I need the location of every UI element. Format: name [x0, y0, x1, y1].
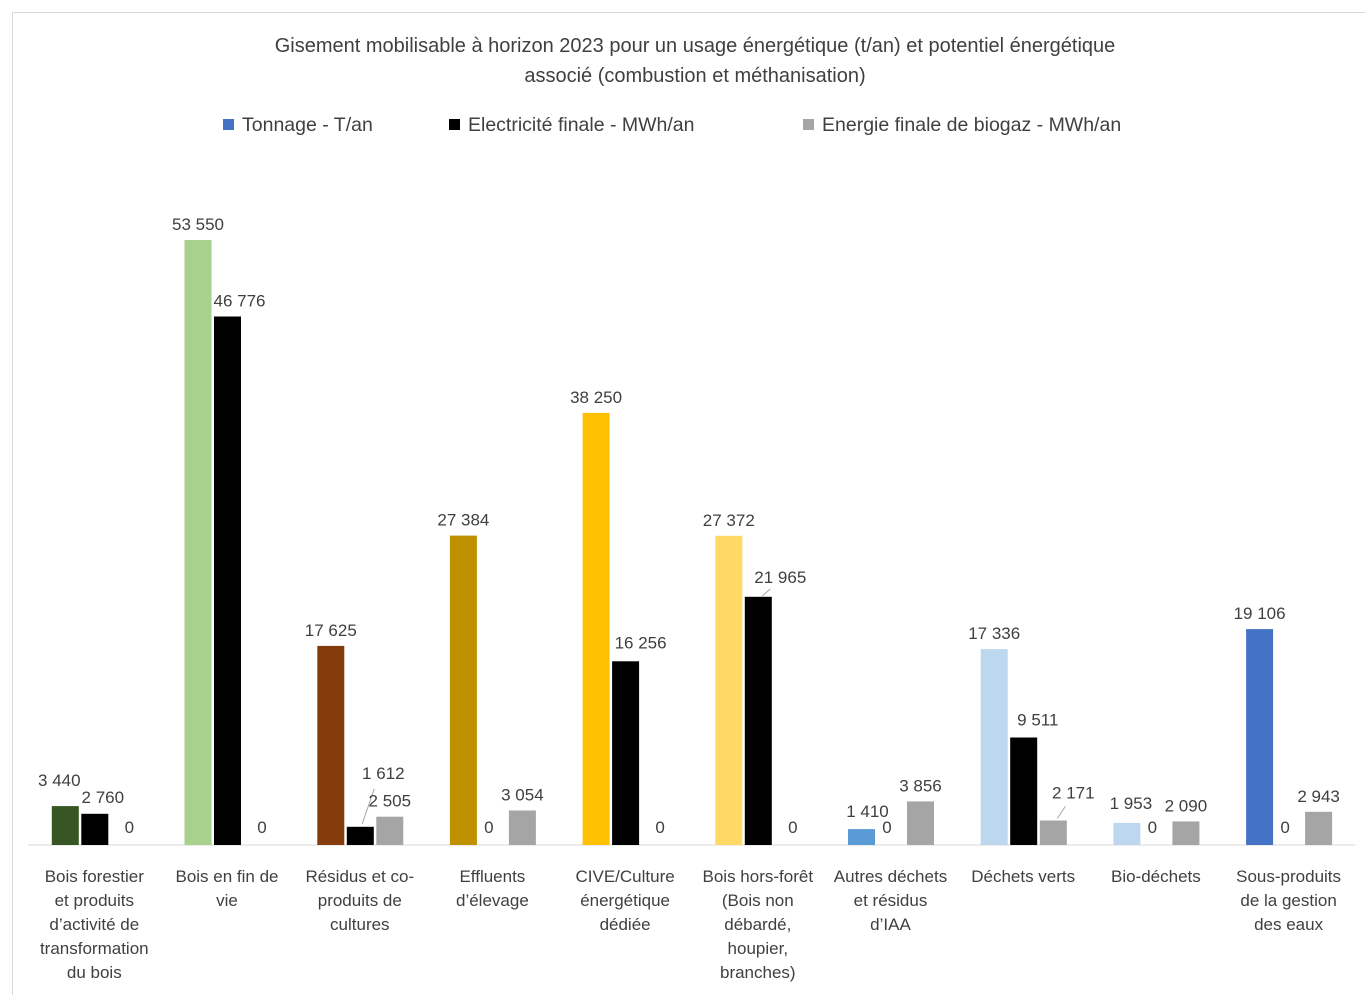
- bar-biogaz: [907, 801, 934, 845]
- legend-label-electricite: Electricité finale - MWh/an: [468, 114, 695, 136]
- data-label-tonnage: 53 550: [172, 215, 224, 234]
- bar-tonnage: [51, 806, 79, 845]
- data-label-electricite: 0: [1148, 818, 1157, 837]
- category-label: Bois hors-forêt: [703, 867, 814, 886]
- data-label-biogaz: 2 090: [1165, 796, 1208, 815]
- category-label: dédiée: [600, 915, 651, 934]
- data-label-biogaz: 3 054: [501, 786, 544, 805]
- data-label-electricite: 1 612: [362, 764, 405, 783]
- category-label: Sous-produits: [1236, 867, 1341, 886]
- data-label-biogaz: 3 856: [899, 776, 942, 795]
- data-label-tonnage: 17 625: [305, 621, 357, 640]
- bar-tonnage: [980, 649, 1008, 845]
- category-label: Effluents: [459, 867, 525, 886]
- data-label-electricite: 0: [882, 818, 891, 837]
- category-label: CIVE/Culture: [575, 867, 674, 886]
- category-label: Déchets verts: [971, 867, 1075, 886]
- data-label-biogaz: 2 943: [1297, 787, 1340, 806]
- bar-biogaz: [376, 816, 404, 845]
- legend-swatch-electricite: [449, 119, 460, 130]
- bar-tonnage: [317, 645, 345, 845]
- category-label: des eaux: [1254, 915, 1323, 934]
- data-label-tonnage: 1 410: [846, 802, 889, 821]
- bar-electricite: [1010, 737, 1038, 845]
- data-label-leader: [361, 788, 375, 824]
- data-label-electricite: 16 256: [615, 633, 667, 652]
- data-label-electricite: 0: [484, 818, 493, 837]
- category-label: branches): [720, 963, 796, 982]
- legend-label-biogaz: Energie finale de biogaz - MWh/an: [822, 114, 1121, 136]
- data-label-biogaz: 0: [788, 818, 797, 837]
- category-label: de la gestion: [1240, 891, 1336, 910]
- bar-tonnage: [1113, 822, 1141, 845]
- data-label-biogaz: 2 505: [369, 792, 412, 811]
- data-label-tonnage: 3 440: [38, 771, 81, 790]
- data-label-tonnage: 1 953: [1110, 794, 1153, 813]
- data-label-electricite: 9 511: [1017, 711, 1058, 730]
- category-label: du bois: [67, 963, 122, 982]
- data-label-biogaz: 0: [655, 818, 664, 837]
- category-label: et résidus: [854, 891, 928, 910]
- data-label-leader: [762, 588, 771, 597]
- chart-title-line-1: Gisement mobilisable à horizon 2023 pour…: [275, 35, 1116, 57]
- category-label: et produits: [55, 891, 134, 910]
- bar-electricite: [346, 826, 374, 845]
- legend: Tonnage - T/an Electricité finale - MWh/…: [223, 114, 1121, 136]
- data-label-tonnage: 19 106: [1234, 604, 1286, 623]
- chart-frame: [12, 12, 1365, 995]
- data-label-tonnage: 17 336: [968, 624, 1020, 643]
- bar-biogaz: [1039, 820, 1067, 845]
- legend-swatch-tonnage: [223, 119, 234, 130]
- legend-label-tonnage: Tonnage - T/an: [242, 114, 373, 136]
- category-label: houpier,: [728, 939, 789, 958]
- bar-tonnage: [184, 240, 212, 845]
- category-label: Bois en fin de: [175, 867, 278, 886]
- category-label: transformation: [40, 939, 149, 958]
- category-label: débardé,: [724, 915, 791, 934]
- category-label: Bio-déchets: [1111, 867, 1201, 886]
- bar-biogaz: [1305, 811, 1333, 845]
- data-label-electricite: 46 776: [214, 292, 266, 311]
- data-label-biogaz: 2 171: [1052, 784, 1095, 803]
- category-label: produits de: [318, 891, 402, 910]
- bar-biogaz: [1172, 821, 1200, 845]
- data-label-electricite: 21 965: [754, 568, 806, 587]
- category-label: d’IAA: [870, 915, 911, 934]
- category-label: énergétique: [580, 891, 670, 910]
- bar-electricite: [81, 813, 109, 845]
- data-label-leader: [1056, 806, 1066, 819]
- data-label-tonnage: 27 372: [703, 511, 755, 530]
- chart-title: Gisement mobilisable à horizon 2023 pour…: [275, 35, 1116, 87]
- category-label: d’élevage: [456, 891, 529, 910]
- category-label: (Bois non: [722, 891, 794, 910]
- bar-tonnage: [449, 535, 477, 845]
- bar-electricite: [214, 316, 241, 845]
- bar-electricite: [744, 596, 772, 845]
- category-label: vie: [216, 891, 238, 910]
- category-label: d’activité de: [49, 915, 139, 934]
- bar-tonnage: [715, 535, 743, 845]
- bar-electricite: [612, 661, 640, 845]
- chart-title-line-2: associé (combustion et méthanisation): [524, 65, 865, 87]
- category-axis-labels: Bois forestier et produits d’activité de tr…: [40, 867, 1341, 982]
- bar-tonnage: [1246, 629, 1274, 845]
- category-label: Bois forestier: [45, 867, 145, 886]
- data-label-electricite: 2 760: [82, 788, 125, 807]
- bar-biogaz: [508, 810, 536, 845]
- data-label-biogaz: 0: [257, 818, 266, 837]
- category-label: Résidus et co-: [305, 867, 414, 886]
- data-label-tonnage: 38 250: [570, 388, 622, 407]
- data-label-biogaz: 0: [125, 818, 134, 837]
- bar-tonnage: [848, 829, 875, 845]
- category-label: Autres déchets: [834, 867, 947, 886]
- data-label-tonnage: 27 384: [437, 511, 489, 530]
- legend-swatch-biogaz: [803, 119, 814, 130]
- category-label: cultures: [330, 915, 390, 934]
- data-label-electricite: 0: [1280, 818, 1289, 837]
- bar-tonnage: [582, 412, 610, 845]
